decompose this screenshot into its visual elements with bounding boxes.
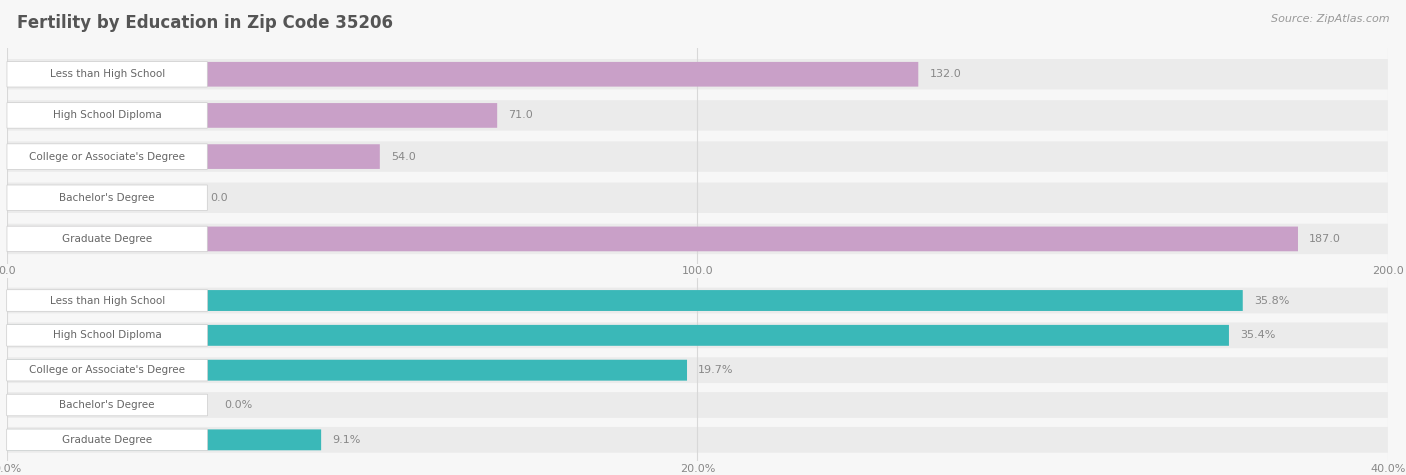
FancyBboxPatch shape <box>7 185 207 210</box>
Text: College or Associate's Degree: College or Associate's Degree <box>30 365 186 375</box>
Text: College or Associate's Degree: College or Associate's Degree <box>30 152 186 162</box>
FancyBboxPatch shape <box>7 182 1388 213</box>
FancyBboxPatch shape <box>7 62 918 86</box>
FancyBboxPatch shape <box>7 103 498 128</box>
Text: Source: ZipAtlas.com: Source: ZipAtlas.com <box>1271 14 1389 24</box>
FancyBboxPatch shape <box>7 226 207 252</box>
FancyBboxPatch shape <box>7 360 208 381</box>
FancyBboxPatch shape <box>7 324 208 346</box>
FancyBboxPatch shape <box>7 290 208 311</box>
FancyBboxPatch shape <box>7 360 688 380</box>
Text: Less than High School: Less than High School <box>49 295 165 305</box>
FancyBboxPatch shape <box>7 394 208 416</box>
Text: 0.0: 0.0 <box>211 193 228 203</box>
FancyBboxPatch shape <box>7 224 1388 254</box>
FancyBboxPatch shape <box>7 288 1388 314</box>
Text: 54.0: 54.0 <box>391 152 416 162</box>
FancyBboxPatch shape <box>7 227 1298 251</box>
Text: Graduate Degree: Graduate Degree <box>62 234 152 244</box>
Text: Bachelor's Degree: Bachelor's Degree <box>59 400 155 410</box>
Text: High School Diploma: High School Diploma <box>53 110 162 121</box>
Text: 71.0: 71.0 <box>508 110 533 121</box>
Text: Graduate Degree: Graduate Degree <box>62 435 152 445</box>
Text: Less than High School: Less than High School <box>49 69 165 79</box>
FancyBboxPatch shape <box>7 144 380 169</box>
FancyBboxPatch shape <box>7 61 207 87</box>
Text: 35.4%: 35.4% <box>1240 330 1275 341</box>
Text: High School Diploma: High School Diploma <box>53 330 162 341</box>
FancyBboxPatch shape <box>7 142 1388 172</box>
Text: 9.1%: 9.1% <box>332 435 360 445</box>
Text: 187.0: 187.0 <box>1309 234 1341 244</box>
Text: Bachelor's Degree: Bachelor's Degree <box>59 193 155 203</box>
FancyBboxPatch shape <box>7 429 208 451</box>
FancyBboxPatch shape <box>7 429 321 450</box>
FancyBboxPatch shape <box>7 100 1388 131</box>
FancyBboxPatch shape <box>7 357 1388 383</box>
Text: 0.0%: 0.0% <box>225 400 253 410</box>
FancyBboxPatch shape <box>7 290 1243 311</box>
FancyBboxPatch shape <box>7 144 207 170</box>
Text: 35.8%: 35.8% <box>1254 295 1289 305</box>
FancyBboxPatch shape <box>7 325 1229 346</box>
Text: 19.7%: 19.7% <box>697 365 734 375</box>
FancyBboxPatch shape <box>7 427 1388 453</box>
FancyBboxPatch shape <box>7 59 1388 89</box>
Text: 132.0: 132.0 <box>929 69 962 79</box>
Text: Fertility by Education in Zip Code 35206: Fertility by Education in Zip Code 35206 <box>17 14 392 32</box>
FancyBboxPatch shape <box>7 392 1388 418</box>
FancyBboxPatch shape <box>7 323 1388 348</box>
FancyBboxPatch shape <box>7 103 207 128</box>
